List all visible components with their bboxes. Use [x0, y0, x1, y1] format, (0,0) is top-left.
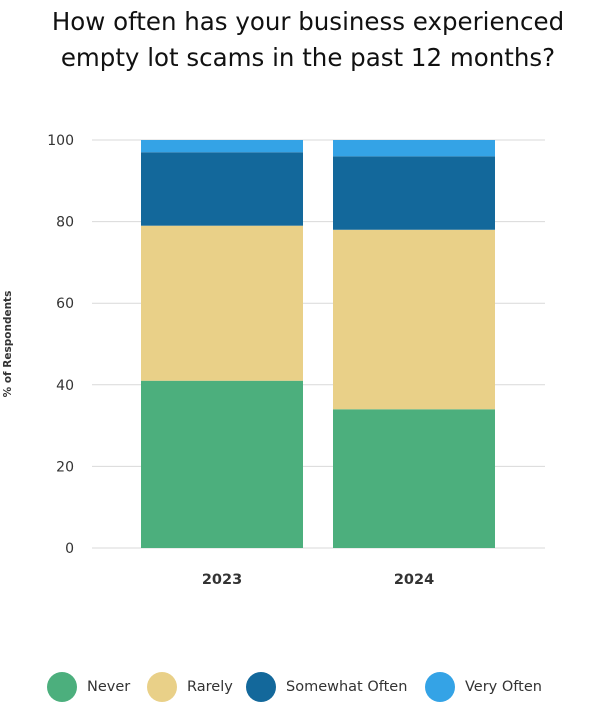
bar-segment-somewhat-often-2024 — [333, 156, 495, 230]
chart-title-line-2: empty lot scams in the past 12 months? — [60, 43, 556, 72]
y-axis-title: % of Respondents — [2, 291, 14, 398]
bar-segment-somewhat-often-2023 — [141, 152, 303, 226]
chart-title-line-1: How often has your business experienced — [51, 7, 565, 36]
legend-item-somewhat-often: Somewhat Often — [246, 671, 407, 703]
bar-segment-very-often-2024 — [333, 140, 495, 157]
y-tick-label: 80 — [56, 215, 74, 231]
legend-swatch — [425, 672, 455, 702]
legend-item-very-often: Very Often — [425, 671, 542, 703]
legend-label: Very Often — [465, 679, 542, 695]
x-category-label: 2024 — [394, 572, 434, 588]
legend-label: Rarely — [187, 679, 233, 695]
legend-label: Never — [87, 679, 131, 695]
bar-segment-rarely-2024 — [333, 229, 495, 410]
x-category-label: 2023 — [202, 572, 242, 588]
bar-segment-rarely-2023 — [141, 225, 303, 381]
legend-swatch — [47, 672, 77, 702]
y-tick-label: 60 — [56, 296, 74, 312]
chart-title: How often has your business experienced … — [0, 4, 616, 76]
y-tick-label: 100 — [47, 133, 74, 149]
bar-segment-very-often-2023 — [141, 140, 303, 153]
bar-segment-never-2023 — [141, 380, 303, 548]
legend-swatch — [246, 672, 276, 702]
legend-label: Somewhat Often — [286, 679, 408, 695]
x-axis-categories: 2023 2024 — [202, 572, 434, 588]
y-tick-label: 0 — [65, 541, 74, 557]
legend-item-never: Never — [47, 671, 130, 703]
y-axis-ticks: 0 20 40 60 80 100 — [47, 133, 74, 557]
legend-item-rarely: Rarely — [147, 671, 233, 703]
bars — [141, 140, 495, 548]
bar-segment-never-2024 — [333, 409, 495, 548]
y-tick-label: 20 — [56, 459, 74, 475]
y-tick-label: 40 — [56, 378, 74, 394]
legend: Never Rarely Somewhat Often Very Often — [0, 671, 616, 703]
legend-swatch — [147, 672, 177, 702]
